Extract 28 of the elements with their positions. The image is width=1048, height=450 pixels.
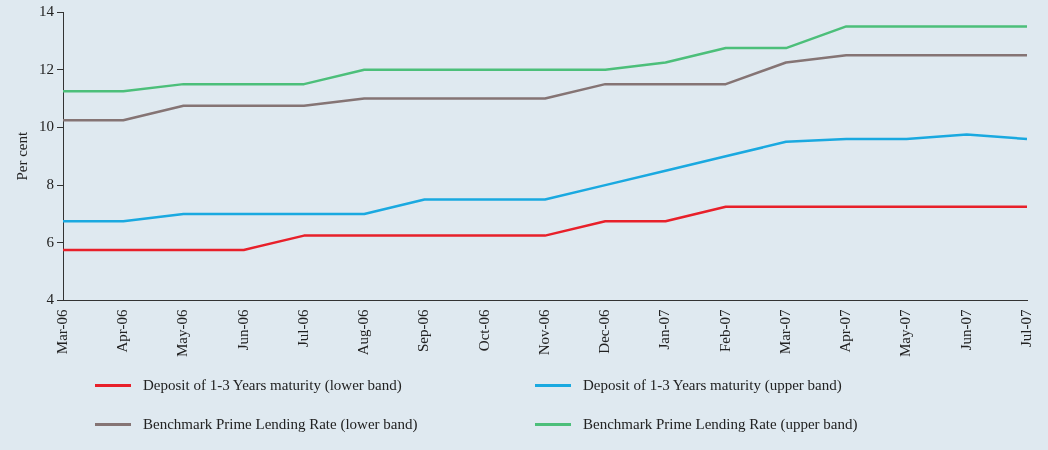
x-tick-label: Apr-06 bbox=[114, 309, 131, 353]
x-tick-label: Nov-06 bbox=[535, 309, 552, 356]
x-tick-label: Mar-06 bbox=[53, 309, 70, 355]
x-tick-label: Feb-07 bbox=[716, 309, 733, 353]
legend-label: Benchmark Prime Lending Rate (upper band) bbox=[583, 416, 858, 433]
x-tick-label: Jun-07 bbox=[957, 309, 974, 351]
x-tick-label: Jul-07 bbox=[1017, 309, 1034, 348]
x-tick-label: Jan-07 bbox=[656, 309, 673, 350]
x-tick-label: Sep-06 bbox=[415, 309, 432, 353]
y-tick-label: 8 bbox=[46, 176, 54, 193]
x-tick-label: May-06 bbox=[174, 309, 191, 358]
x-tick-label: Dec-06 bbox=[596, 309, 613, 354]
y-tick-label: 10 bbox=[39, 118, 54, 135]
legend-label: Deposit of 1-3 Years maturity (lower band) bbox=[143, 377, 402, 394]
x-tick-label: Oct-06 bbox=[475, 309, 492, 352]
y-tick-label: 12 bbox=[39, 60, 54, 77]
x-tick-label: Jul-06 bbox=[294, 309, 311, 348]
x-tick-label: Mar-07 bbox=[776, 309, 793, 355]
x-tick-label: May-07 bbox=[897, 309, 914, 358]
x-tick-label: Aug-06 bbox=[355, 309, 372, 356]
y-tick-label: 6 bbox=[46, 233, 55, 250]
legend-label: Deposit of 1-3 Years maturity (upper band) bbox=[583, 377, 842, 394]
legend-label: Benchmark Prime Lending Rate (lower band) bbox=[143, 416, 418, 433]
x-tick-label: Jun-06 bbox=[234, 309, 251, 351]
y-tick-label: 4 bbox=[46, 291, 55, 308]
y-axis-title: Per cent bbox=[13, 131, 30, 181]
x-tick-label: Apr-07 bbox=[837, 309, 854, 353]
y-tick-label: 14 bbox=[39, 2, 55, 19]
